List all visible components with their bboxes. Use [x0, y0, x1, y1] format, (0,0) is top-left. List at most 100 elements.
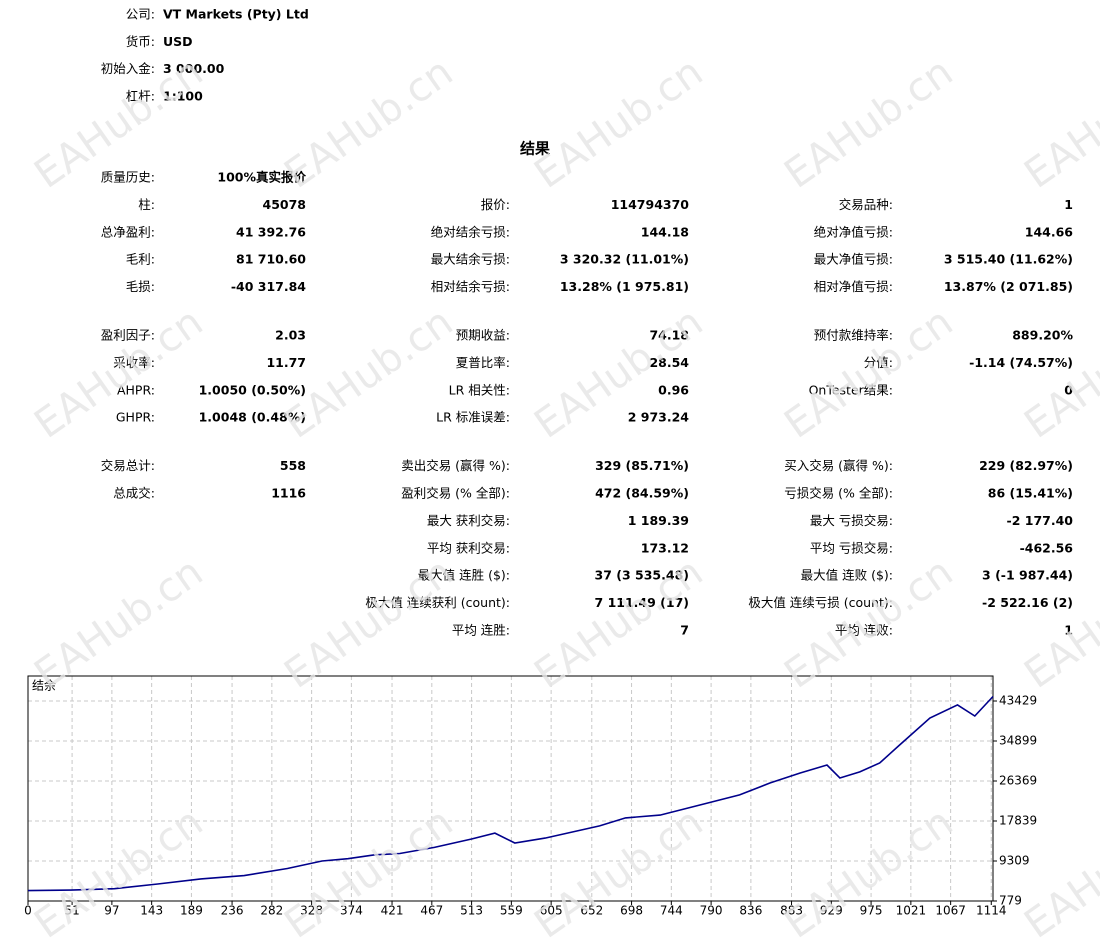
result-label: 平均 获利交易:	[427, 540, 510, 555]
result-label: LR 相关性:	[449, 382, 510, 397]
field-label: 货币:	[126, 34, 155, 49]
watermark: EAHub.cn	[776, 49, 961, 198]
result-value: 7 111.49 (17)	[595, 595, 689, 610]
result-label: 分值:	[864, 355, 893, 370]
result-label: 柱:	[138, 197, 155, 212]
result-value: 3 (-1 987.44)	[982, 568, 1073, 583]
result-value: 3 320.32 (11.01%)	[560, 252, 689, 267]
result-label: 毛利:	[126, 252, 155, 267]
result-label: 亏损交易 (% 全部):	[784, 486, 893, 501]
result-value: 472 (84.59%)	[595, 486, 689, 501]
result-value: 3 515.40 (11.62%)	[944, 252, 1073, 267]
result-label: 卖出交易 (赢得 %):	[401, 458, 510, 473]
y-tick-label: 9309	[999, 853, 1030, 867]
x-tick-label: 605	[540, 904, 563, 918]
x-tick-label: 97	[104, 904, 119, 918]
result-label: 交易总计:	[101, 458, 155, 473]
watermark: EAHub.cn	[776, 299, 961, 448]
result-label: GHPR:	[116, 410, 155, 425]
result-value: -40 317.84	[231, 279, 306, 294]
result-value: 11.77	[266, 355, 306, 370]
result-value: 0	[1064, 382, 1073, 397]
result-value: -462.56	[1020, 540, 1074, 555]
balance-line	[27, 695, 994, 892]
result-label: 预付款维持率:	[814, 328, 893, 343]
result-value: 1116	[271, 486, 306, 501]
result-label: 绝对结余亏损:	[431, 224, 510, 239]
x-tick-label: 559	[500, 904, 523, 918]
result-label: 绝对净值亏损:	[814, 224, 893, 239]
result-label: 买入交易 (赢得 %):	[784, 458, 893, 473]
y-tick-label: 779	[999, 894, 1022, 908]
x-tick-label: 698	[620, 904, 643, 918]
x-tick-label: 1021	[896, 904, 927, 918]
watermark: EAHub.cn	[526, 299, 711, 448]
result-label: 报价:	[481, 197, 510, 212]
result-value: 0.96	[658, 382, 689, 397]
result-label: 相对净值亏损:	[814, 279, 893, 294]
result-label: 最大 亏损交易:	[810, 513, 893, 528]
result-label: 总净盈利:	[101, 224, 155, 239]
result-value: 114794370	[611, 197, 690, 212]
result-label: 最大值 连败 ($):	[801, 568, 893, 583]
y-tick-label: 17839	[999, 813, 1037, 827]
y-tick-label: 34899	[999, 733, 1037, 747]
result-value: 37 (3 535.48)	[595, 568, 689, 583]
watermark: EAHub.cn	[526, 49, 711, 198]
result-label: AHPR:	[117, 382, 155, 397]
result-label: 夏普比率:	[456, 355, 510, 370]
x-tick-label: 929	[820, 904, 843, 918]
x-tick-label: 374	[340, 904, 363, 918]
result-label: 毛损:	[126, 279, 155, 294]
result-label: 最大净值亏损:	[814, 252, 893, 267]
x-tick-label: 282	[260, 904, 283, 918]
result-value: 1.0048 (0.48%)	[199, 410, 306, 425]
watermark: EAHub.cn	[1016, 299, 1100, 448]
y-tick-label: 43429	[999, 693, 1037, 707]
x-tick-label: 883	[780, 904, 803, 918]
result-label: 最大结余亏损:	[431, 252, 510, 267]
result-value: 28.54	[649, 355, 689, 370]
result-value: 144.66	[1025, 224, 1074, 239]
result-label: 交易品种:	[839, 197, 893, 212]
result-label: 平均 连败:	[835, 623, 893, 638]
result-label: 盈利交易 (% 全部):	[401, 486, 510, 501]
chart-title: 结余	[32, 678, 56, 693]
x-tick-label: 0	[24, 904, 32, 918]
field-value: 3 000.00	[163, 61, 225, 76]
result-value: 81 710.60	[236, 252, 306, 267]
result-label: 盈利因子:	[101, 328, 155, 343]
result-label: OnTester结果:	[809, 382, 893, 397]
result-value: 1 189.39	[628, 513, 689, 528]
result-value: -2 177.40	[1007, 513, 1074, 528]
x-tick-label: 143	[140, 904, 163, 918]
result-label: 平均 连胜:	[452, 623, 510, 638]
x-tick-label: 328	[300, 904, 323, 918]
result-label: 最大值 连胜 ($):	[418, 568, 510, 583]
result-value: 329 (85.71%)	[595, 458, 689, 473]
result-value: 1.0050 (0.50%)	[199, 382, 306, 397]
plot-area	[28, 676, 993, 901]
result-value: 13.28% (1 975.81)	[560, 279, 689, 294]
field-value: VT Markets (Pty) Ltd	[163, 7, 309, 22]
result-label: 平均 亏损交易:	[810, 540, 893, 555]
result-value: 1	[1064, 623, 1073, 638]
x-tick-label: 652	[580, 904, 603, 918]
result-value: 889.20%	[1012, 328, 1073, 343]
x-tick-label: 975	[860, 904, 883, 918]
field-label: 杠杆:	[126, 88, 155, 103]
result-value: 41 392.76	[236, 224, 306, 239]
result-value: -1.14 (74.57%)	[969, 355, 1073, 370]
watermark: EAHub.cn	[1016, 49, 1100, 198]
result-value: 74.18	[649, 328, 689, 343]
watermark: EAHub.cn	[276, 299, 461, 448]
x-tick-label: 744	[660, 904, 683, 918]
result-label: 预期收益:	[456, 328, 510, 343]
field-value: 1:100	[163, 88, 203, 103]
results-title: 结果	[520, 140, 551, 158]
result-label: 极大值 连续亏损 (count):	[748, 595, 893, 610]
plot-frame	[27, 675, 994, 902]
watermark: EAHub.cn	[26, 299, 211, 448]
